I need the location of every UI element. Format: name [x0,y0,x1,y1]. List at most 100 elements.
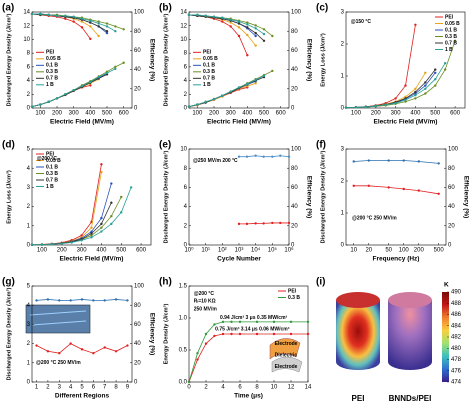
x-tick-label: 4 [69,385,73,391]
annotation: Electrode [275,341,298,347]
x-tick-label: 200 [57,248,68,254]
data-point [35,299,38,302]
data-point [417,160,420,163]
data-point [58,352,61,355]
data-point [46,298,50,301]
data-point [196,103,199,106]
y2-tick-label: 0 [291,106,295,112]
data-point [237,86,241,89]
data-point [80,348,84,351]
data-point [229,18,232,21]
annotation: @200 °C 250 MV/m [36,360,81,366]
data-point [229,90,232,93]
data-point [237,222,241,226]
data-point [262,32,266,36]
legend-label: 0.05 B [203,56,218,62]
data-point [272,320,276,324]
y2-tick-label: 80 [448,166,455,172]
data-point [126,299,129,302]
y-tick-label: 0 [341,243,345,249]
data-point [271,155,274,158]
data-point [404,98,407,102]
x-tick-label: 10³ [235,248,244,254]
x-tick-label: 9 [126,385,130,391]
colorbar [442,292,449,382]
y2-tick-label: 60 [448,185,455,191]
series-line [353,160,439,164]
data-point [394,97,397,100]
series-line [189,14,265,35]
data-point [443,68,447,71]
data-point [262,74,266,77]
data-point [237,155,241,158]
data-point [70,241,73,244]
data-point [90,232,93,235]
data-point [69,342,72,345]
data-point [114,25,117,28]
data-point [414,97,417,100]
data-point [254,34,257,38]
annotation: Electrode [275,364,298,370]
data-point [230,320,233,324]
plot-frame [31,11,133,109]
data-point [212,15,216,18]
data-point [114,67,117,71]
y2-tick-label: 60 [134,322,141,328]
y-tick-label: 2 [27,341,31,347]
data-point [187,105,191,108]
data-point [245,155,249,158]
x-tick-label: 600 [119,111,130,117]
data-point [434,71,437,75]
x-axis-label: Electric Field (MV/m) [60,256,124,263]
data-point [417,189,420,192]
data-point [237,34,241,38]
y2-tick-label: 40 [134,341,141,347]
data-point [187,380,191,384]
legend-label: 1 B [203,82,211,88]
y-tick-label: 6 [27,64,31,70]
y-tick-label: 1 [27,360,31,366]
x-tick-label: 5 [80,385,84,391]
data-point [255,332,259,336]
data-point [80,26,84,29]
data-point [254,44,257,47]
x-tick-label: 400 [410,111,421,117]
data-point [80,234,83,237]
data-point [89,80,92,84]
colorbar-tick-label: 486 [451,312,462,318]
legend-label: 0.3 B [46,171,58,177]
data-point [97,75,100,79]
x-tick-label: 4 [221,385,225,391]
data-point [89,37,92,41]
data-point [196,13,199,17]
data-point [100,226,103,229]
series-line [188,70,273,108]
data-point [254,82,257,85]
data-point [394,102,397,105]
y2-tick-label: 80 [134,29,141,35]
x-tick-label: 600 [136,248,147,254]
x-tick-label: 500 [102,111,113,117]
y2-tick-label: 100 [291,10,302,16]
y2-tick-label: 40 [134,67,141,73]
x-axis-label: Frequency (Hz) [373,256,420,263]
data-point [404,84,407,87]
data-point [97,34,100,38]
data-point [196,352,199,355]
data-point [72,15,75,18]
data-point [126,344,129,347]
data-point [387,159,390,162]
colorbar-tick-label: 488 [451,301,462,307]
y-tick-label: 0 [27,243,31,249]
data-point [46,350,50,353]
data-point [129,186,133,189]
x-axis-label: Time (μs) [234,393,263,400]
data-point [90,234,93,237]
y-tick-label: 1 [341,211,345,217]
y2-tick-label: 0 [448,243,452,249]
data-point [287,221,291,225]
x-tick-label: 8 [255,385,259,391]
legend-label: 1 B [445,47,453,53]
data-point [105,25,109,28]
